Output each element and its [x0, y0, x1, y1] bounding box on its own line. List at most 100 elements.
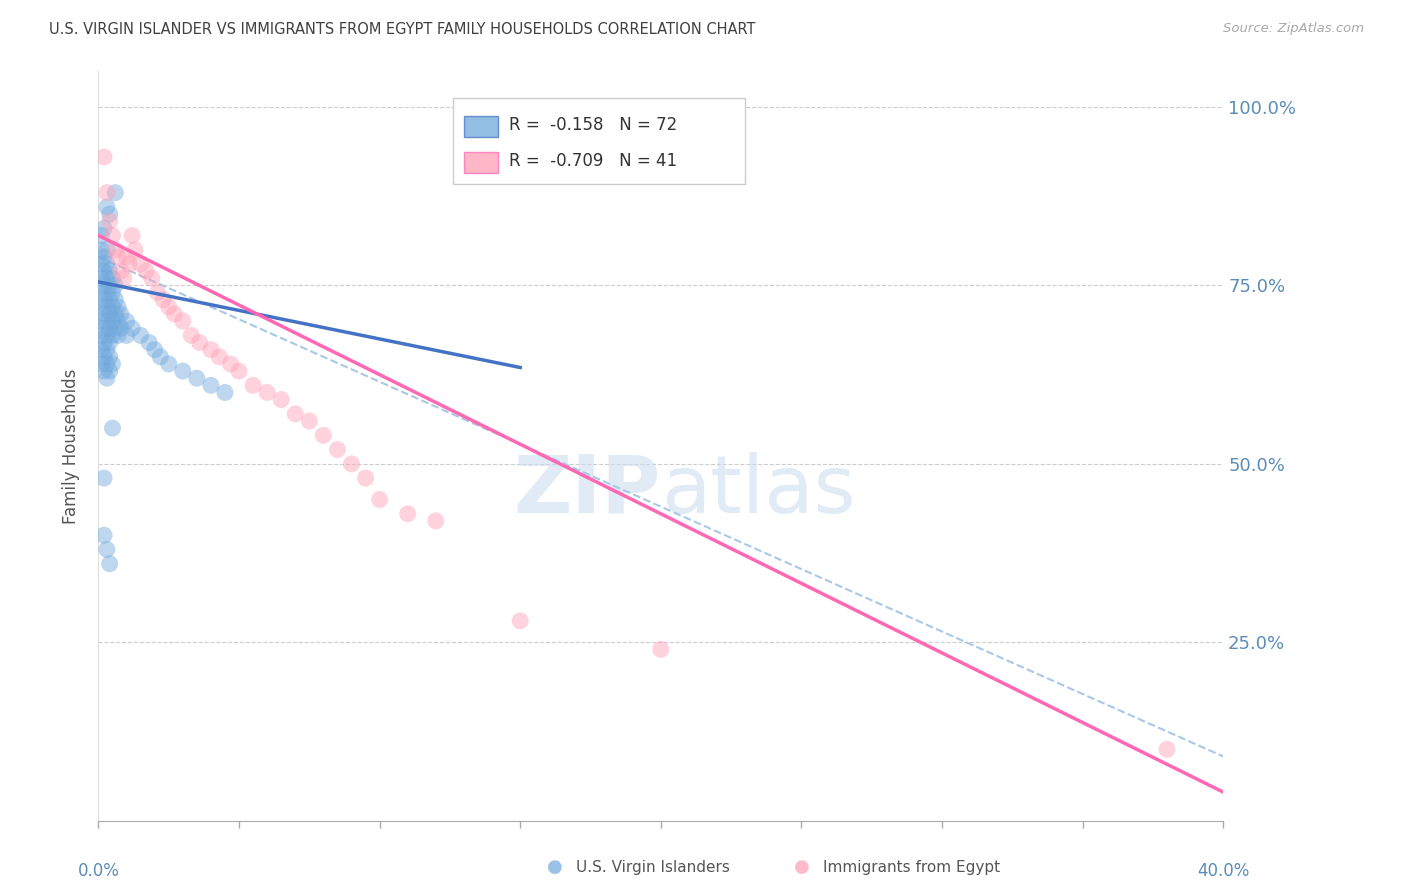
Text: 40.0%: 40.0% [1197, 862, 1250, 880]
Text: U.S. Virgin Islanders: U.S. Virgin Islanders [576, 860, 730, 874]
Point [96, 285, 118, 300]
Point [101, 357, 124, 371]
Text: 0.0%: 0.0% [77, 862, 120, 880]
Point [104, 307, 127, 321]
Point [650, 642, 672, 657]
Point [200, 343, 222, 357]
Point [98, 364, 121, 378]
Point [228, 364, 250, 378]
Point [93, 221, 115, 235]
Point [90, 357, 112, 371]
Text: U.S. VIRGIN ISLANDER VS IMMIGRANTS FROM EGYPT FAMILY HOUSEHOLDS CORRELATION CHAR: U.S. VIRGIN ISLANDER VS IMMIGRANTS FROM … [49, 22, 755, 37]
Point [90, 343, 112, 357]
Point [425, 514, 447, 528]
Point [104, 186, 127, 200]
Point [214, 385, 236, 400]
Point [121, 321, 143, 335]
Point [98, 293, 121, 307]
Point [107, 328, 129, 343]
Bar [464, 152, 498, 172]
Point [135, 264, 157, 278]
Point [93, 335, 115, 350]
Point [188, 335, 211, 350]
Point [93, 278, 115, 293]
Point [107, 250, 129, 264]
Point [93, 250, 115, 264]
Point [242, 378, 264, 392]
Point [93, 264, 115, 278]
Point [219, 357, 242, 371]
Point [101, 328, 124, 343]
Point [101, 300, 124, 314]
Point [107, 314, 129, 328]
Point [200, 378, 222, 392]
Point [93, 364, 115, 378]
Point [90, 228, 112, 243]
Point [121, 228, 143, 243]
Point [326, 442, 349, 457]
Point [172, 314, 194, 328]
Point [509, 614, 531, 628]
Point [101, 314, 124, 328]
Point [101, 421, 124, 435]
Point [124, 243, 146, 257]
Point [98, 264, 121, 278]
Point [149, 350, 172, 364]
Point [101, 271, 124, 285]
Point [107, 300, 129, 314]
Point [172, 364, 194, 378]
Point [208, 350, 231, 364]
Point [98, 307, 121, 321]
Point [98, 278, 121, 293]
Point [340, 457, 363, 471]
Text: Immigrants from Egypt: Immigrants from Egypt [823, 860, 1000, 874]
Point [157, 357, 180, 371]
Point [163, 307, 186, 321]
Point [312, 428, 335, 442]
Point [93, 307, 115, 321]
Point [93, 150, 115, 164]
Text: ●: ● [793, 858, 810, 876]
Point [141, 271, 163, 285]
Point [93, 293, 115, 307]
Point [152, 293, 174, 307]
Point [143, 343, 166, 357]
Point [90, 300, 112, 314]
Point [104, 293, 127, 307]
Point [96, 300, 118, 314]
Point [118, 257, 141, 271]
Point [104, 243, 127, 257]
Text: Source: ZipAtlas.com: Source: ZipAtlas.com [1223, 22, 1364, 36]
Point [129, 257, 152, 271]
Point [96, 357, 118, 371]
Point [96, 200, 118, 214]
Point [368, 492, 391, 507]
Point [112, 271, 135, 285]
Point [98, 214, 121, 228]
Point [90, 328, 112, 343]
Point [98, 557, 121, 571]
Point [93, 321, 115, 335]
Bar [464, 116, 498, 136]
Text: atlas: atlas [661, 452, 855, 530]
Text: R =  -0.709   N = 41: R = -0.709 N = 41 [509, 152, 678, 169]
Point [93, 471, 115, 485]
Point [270, 392, 292, 407]
Point [96, 343, 118, 357]
Point [98, 207, 121, 221]
Point [110, 321, 132, 335]
Point [90, 314, 112, 328]
Point [90, 271, 112, 285]
Text: ZIP: ZIP [513, 452, 661, 530]
Point [96, 314, 118, 328]
Point [96, 271, 118, 285]
Point [96, 257, 118, 271]
Point [110, 307, 132, 321]
Point [298, 414, 321, 428]
Point [96, 328, 118, 343]
Point [98, 321, 121, 335]
Point [90, 257, 112, 271]
Point [98, 350, 121, 364]
Point [104, 321, 127, 335]
Text: R =  -0.158   N = 72: R = -0.158 N = 72 [509, 116, 678, 134]
